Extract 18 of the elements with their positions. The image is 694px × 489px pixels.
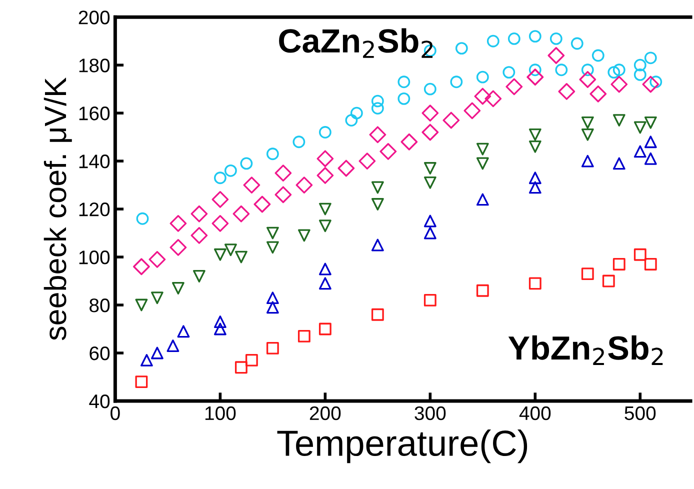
x-tick-label: 200 <box>310 406 341 420</box>
y-tick-label: 100 <box>79 250 110 264</box>
y-tick-label: 120 <box>79 202 110 216</box>
y-axis-title: seebeck coef. μV/K <box>44 77 72 340</box>
x-tick-label: 0 <box>110 406 120 420</box>
y-tick-label: 200 <box>78 10 110 24</box>
x-tick-label: 300 <box>414 406 446 420</box>
y-tick-label: 160 <box>79 106 110 120</box>
y-tick-label: 40 <box>89 394 110 408</box>
x-axis-title: Temperature(C) <box>277 430 528 464</box>
y-tick-label: 80 <box>90 298 110 312</box>
annotation: YbZn$_{2}$Sb$_{2}$ <box>508 335 663 365</box>
x-tick-label: 400 <box>519 406 551 420</box>
y-tick-label: 140 <box>79 154 110 168</box>
x-tick-label: 100 <box>205 406 236 420</box>
x-tick-label: 500 <box>624 406 656 420</box>
y-tick-label: 180 <box>79 58 110 72</box>
y-tick-label: 60 <box>90 346 110 360</box>
